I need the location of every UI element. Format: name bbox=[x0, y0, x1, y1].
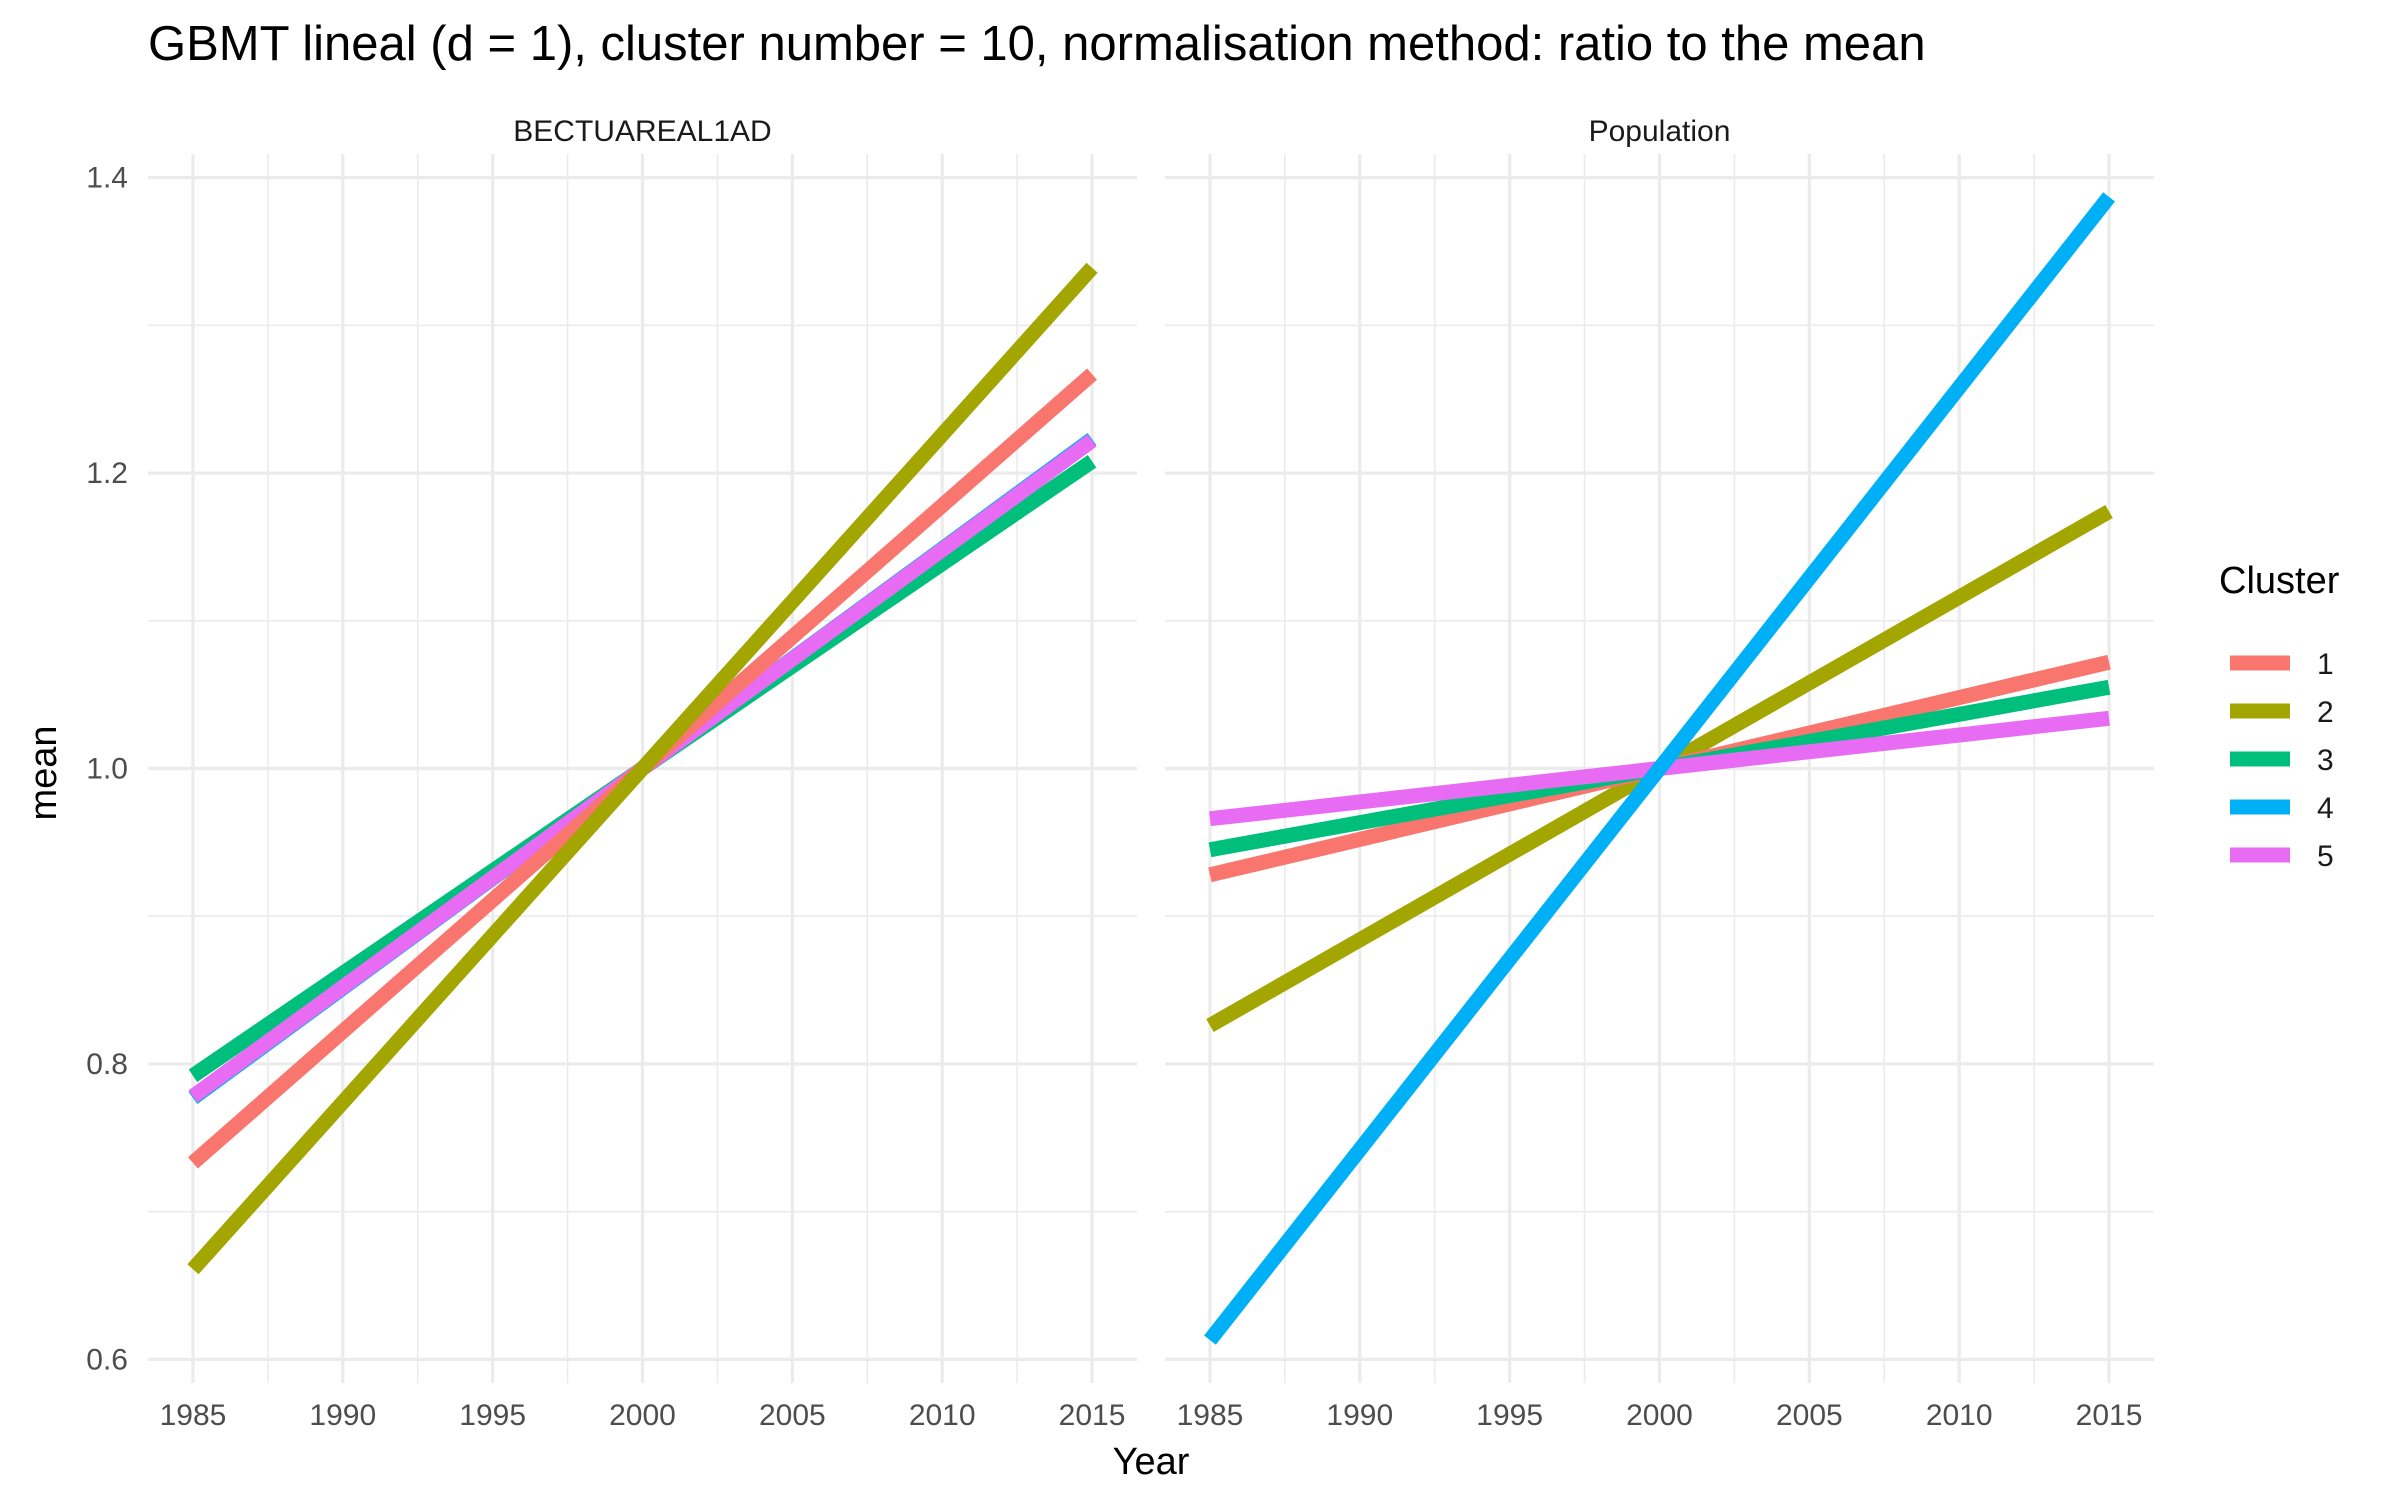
x-tick-label: 2010 bbox=[909, 1399, 976, 1432]
x-tick-label: 2005 bbox=[759, 1399, 826, 1432]
panel-1: BECTUAREAL1AD 1985 1990 1995 2000 2005 2010 201… bbox=[86, 115, 1137, 1432]
y-axis-title: mean bbox=[23, 725, 65, 820]
x-axis-title: Year bbox=[1113, 1441, 1190, 1483]
x-tick-label: 2005 bbox=[1776, 1399, 1843, 1432]
y-tick-label: 1.0 bbox=[86, 753, 128, 786]
x-tick-label: 1985 bbox=[1177, 1399, 1244, 1432]
chart-title: GBMT lineal (d = 1), cluster number = 10… bbox=[148, 17, 1926, 71]
x-tick-label: 2010 bbox=[1926, 1399, 1993, 1432]
legend-label-cluster-3: 3 bbox=[2317, 744, 2334, 777]
x-tick-label: 1990 bbox=[1326, 1399, 1393, 1432]
panel-strip-label: BECTUAREAL1AD bbox=[513, 115, 771, 148]
x-tick-label: 2015 bbox=[2076, 1399, 2143, 1432]
legend-label-cluster-4: 4 bbox=[2317, 792, 2334, 825]
x-tick-label: 2000 bbox=[1626, 1399, 1693, 1432]
y-tick-label: 1.4 bbox=[86, 162, 128, 195]
x-tick-label: 1985 bbox=[160, 1399, 227, 1432]
x-tick-label: 2015 bbox=[1059, 1399, 1126, 1432]
series-line-cluster-2 bbox=[187, 262, 1098, 1275]
x-tick-label: 1990 bbox=[309, 1399, 376, 1432]
x-tick-label: 1995 bbox=[459, 1399, 526, 1432]
legend-label-cluster-2: 2 bbox=[2317, 696, 2334, 729]
y-tick-label: 0.6 bbox=[86, 1343, 128, 1376]
legend-title: Cluster bbox=[2219, 560, 2340, 602]
legend-label-cluster-1: 1 bbox=[2317, 648, 2334, 681]
x-tick-label: 2000 bbox=[609, 1399, 676, 1432]
y-tick-label: 0.8 bbox=[86, 1048, 128, 1081]
y-tick-label: 1.2 bbox=[86, 457, 128, 490]
x-tick-label: 1995 bbox=[1476, 1399, 1543, 1432]
legend: Cluster 1 2 3 4 5 bbox=[2219, 560, 2340, 873]
panel-strip-label: Population bbox=[1589, 115, 1731, 148]
legend-label-cluster-5: 5 bbox=[2317, 840, 2334, 873]
series-line-cluster-4 bbox=[1204, 192, 2115, 1345]
panels-layer: BECTUAREAL1AD 1985 1990 1995 2000 2005 2010 201… bbox=[86, 115, 2154, 1432]
panel-2: Population 1985 1990 1995 2000 2005 2010 2015 bbox=[1165, 115, 2154, 1432]
